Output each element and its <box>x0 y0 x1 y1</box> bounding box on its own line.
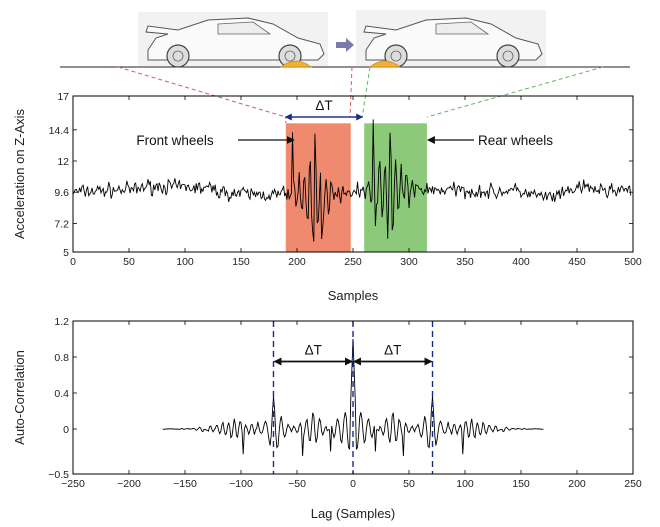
car-illustration <box>60 10 630 68</box>
front-connector-left <box>117 66 286 118</box>
x-tick-label: 300 <box>400 256 418 268</box>
x-axis-label: Samples <box>328 288 379 303</box>
y-tick-label: 5 <box>63 247 69 259</box>
front-wheels-highlight <box>285 123 351 252</box>
autocorrelation-chart: −250 −200 −150 −100 −50 0 50 100 150 200 250 −0.5 0 0… <box>12 316 642 521</box>
x-tick-label: 0 <box>70 256 76 268</box>
x-tick-label: 150 <box>232 256 250 268</box>
y-tick-label: 14.4 <box>49 125 70 137</box>
x-tick-label: −100 <box>229 478 253 490</box>
x-tick-label: 50 <box>123 256 135 268</box>
x-tick-label: 150 <box>512 478 530 490</box>
x-tick-label: 250 <box>624 478 642 490</box>
rear-connector-right <box>426 66 604 118</box>
front-connector-right <box>349 66 353 118</box>
x-tick-label: 350 <box>456 256 474 268</box>
acceleration-chart: 0 50 100 150 200 250 300 350 400 450 500 5 7.2 9.6 12 1… <box>12 91 642 303</box>
y-tick-label: 9.6 <box>54 187 69 199</box>
x-tick-label: 500 <box>624 256 642 268</box>
road-bump-icon <box>279 60 313 68</box>
y-tick-label: 7.2 <box>54 218 69 230</box>
y-tick-label: −0.5 <box>48 469 69 481</box>
car-sketch-icon <box>138 12 328 68</box>
y-tick-label: 17 <box>57 91 69 103</box>
car-sketch-icon <box>356 10 546 68</box>
x-axis-label: Lag (Samples) <box>311 506 396 521</box>
delta-t-label: ΔT <box>384 343 401 358</box>
autocorrelation-series-line <box>162 338 544 457</box>
rear-connector-left <box>361 66 371 118</box>
connector-lines <box>117 66 604 123</box>
x-tick-label: 200 <box>288 256 306 268</box>
delta-t-label: ΔT <box>315 98 332 113</box>
y-tick-label: 12 <box>57 156 69 168</box>
x-tick-label: 450 <box>568 256 586 268</box>
x-tick-label: 100 <box>456 478 474 490</box>
x-tick-label: 50 <box>403 478 415 490</box>
road-bump-icon <box>368 60 402 68</box>
x-tick-label: 250 <box>344 256 362 268</box>
x-tick-label: −200 <box>117 478 141 490</box>
y-tick-label: 0 <box>63 424 69 436</box>
delta-t-label: ΔT <box>305 343 322 358</box>
x-tick-label: 0 <box>350 478 356 490</box>
front-wheels-label: Front wheels <box>136 133 214 148</box>
acceleration-series-line <box>72 119 632 242</box>
y-axis-label: Acceleration on Z-Axis <box>12 108 27 239</box>
x-tick-label: −150 <box>173 478 197 490</box>
x-tick-label: 200 <box>568 478 586 490</box>
x-tick-label: 100 <box>176 256 194 268</box>
y-tick-label: 0.8 <box>54 352 69 364</box>
plot-frame <box>72 95 634 253</box>
y-axis-label: Auto-Correlation <box>12 350 27 445</box>
x-tick-label: 400 <box>512 256 530 268</box>
y-tick-label: 1.2 <box>54 316 69 328</box>
rear-wheels-label: Rear wheels <box>478 133 553 148</box>
x-tick-label: −250 <box>61 478 85 490</box>
arrow-right-icon <box>336 38 354 52</box>
y-tick-label: 0.4 <box>54 388 69 400</box>
x-tick-label: −50 <box>288 478 306 490</box>
